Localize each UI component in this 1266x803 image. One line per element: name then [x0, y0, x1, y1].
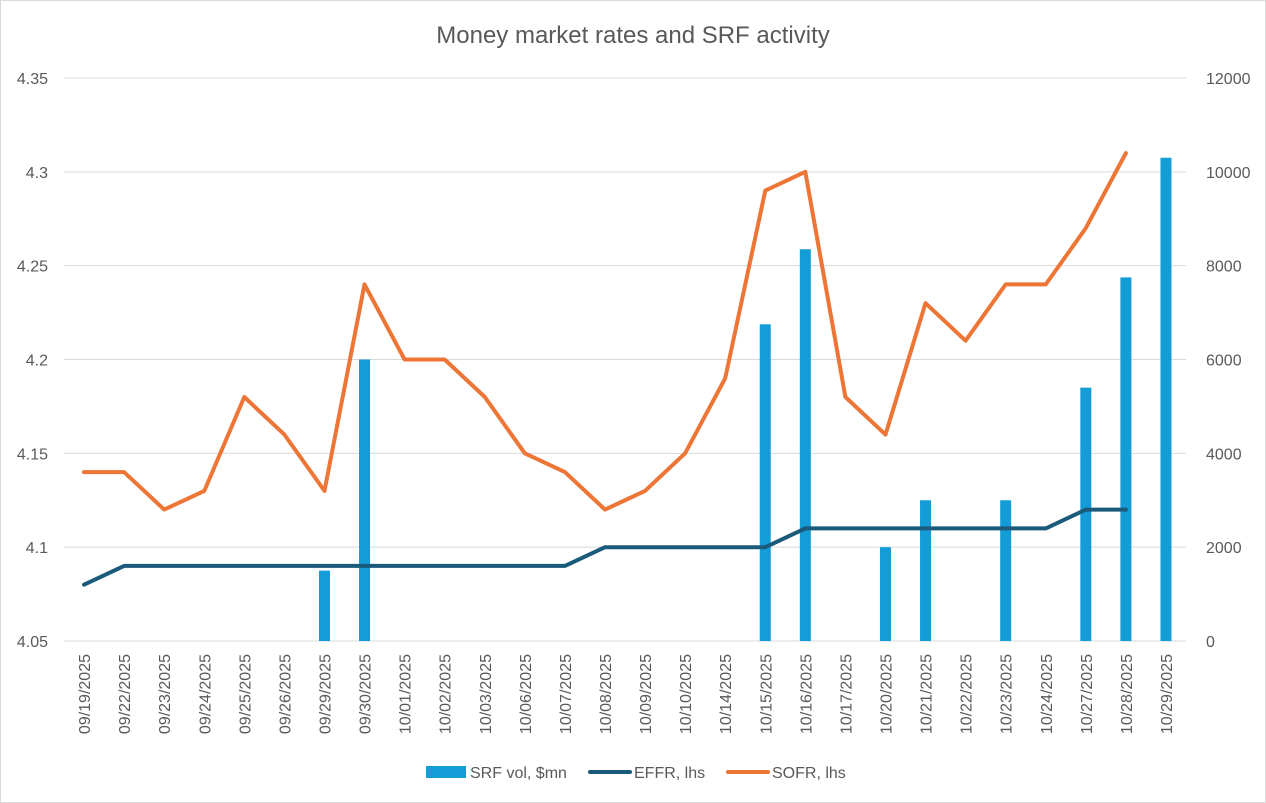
left-tick-label: 4.25	[17, 259, 48, 276]
srf-bar	[1120, 277, 1132, 641]
x-tick-label: 09/22/2025	[117, 654, 134, 734]
x-tick-label: 10/02/2025	[438, 654, 455, 734]
x-tick-label: 10/22/2025	[959, 654, 976, 734]
srf-bar	[879, 547, 891, 641]
x-tick-label: 10/14/2025	[718, 654, 735, 734]
x-tick-label: 10/01/2025	[398, 654, 415, 734]
x-axis-ticks: 09/19/2025 09/22/2025 09/23/2025 09/24/2025…	[77, 654, 1176, 734]
gridlines	[64, 77, 1186, 642]
srf-bar	[1080, 387, 1092, 641]
x-tick-label: 10/07/2025	[558, 654, 575, 734]
left-tick-label: 4.2	[26, 353, 48, 370]
legend-label: EFFR, lhs	[634, 765, 705, 782]
right-tick-label: 2000	[1206, 540, 1242, 557]
x-tick-label: 09/23/2025	[157, 654, 174, 734]
x-tick-label: 10/21/2025	[919, 654, 936, 734]
rate-lines	[82, 151, 1128, 587]
x-tick-label: 10/20/2025	[878, 654, 895, 734]
x-tick-label: 10/16/2025	[798, 654, 815, 734]
srf-bar	[920, 500, 932, 641]
srf-bar	[759, 324, 771, 641]
x-tick-label: 10/28/2025	[1119, 654, 1136, 734]
left-tick-label: 4.35	[17, 71, 48, 88]
left-tick-label: 4.3	[26, 165, 48, 182]
right-tick-label: 12000	[1206, 71, 1251, 88]
srf-bar	[1160, 157, 1172, 641]
x-tick-label: 09/29/2025	[317, 654, 334, 734]
x-tick-label: 09/25/2025	[237, 654, 254, 734]
x-tick-label: 10/09/2025	[638, 654, 655, 734]
legend-swatch-bar	[426, 766, 466, 778]
x-tick-label: 10/10/2025	[678, 654, 695, 734]
srf-bar	[799, 249, 811, 641]
sofr-line	[82, 151, 1128, 512]
x-tick-label: 09/26/2025	[277, 654, 294, 734]
x-tick-label: 10/15/2025	[758, 654, 775, 734]
x-tick-label: 10/29/2025	[1159, 654, 1176, 734]
left-axis-ticks: 4.05 4.1 4.15 4.2 4.25 4.3 4.35	[17, 71, 48, 651]
srf-bar	[359, 359, 371, 641]
x-tick-label: 10/23/2025	[999, 654, 1016, 734]
x-tick-label: 09/24/2025	[197, 654, 214, 734]
effr-line	[82, 507, 1128, 587]
right-tick-label: 8000	[1206, 259, 1242, 276]
x-tick-label: 10/24/2025	[1039, 654, 1056, 734]
x-tick-label: 10/06/2025	[518, 654, 535, 734]
x-tick-label: 09/30/2025	[358, 654, 375, 734]
x-tick-label: 10/08/2025	[598, 654, 615, 734]
left-tick-label: 4.15	[17, 446, 48, 463]
right-tick-label: 0	[1206, 634, 1215, 651]
left-tick-label: 4.1	[26, 540, 48, 557]
right-tick-label: 10000	[1206, 165, 1251, 182]
x-tick-label: 09/19/2025	[77, 654, 94, 734]
right-tick-label: 4000	[1206, 446, 1242, 463]
right-tick-label: 6000	[1206, 353, 1242, 370]
right-axis-ticks: 0 2000 4000 6000 8000 10000 12000	[1206, 71, 1251, 651]
srf-bar	[1000, 500, 1012, 641]
srf-bar	[318, 570, 330, 641]
chart-title: Money market rates and SRF activity	[436, 22, 829, 49]
x-tick-label: 10/17/2025	[838, 654, 855, 734]
left-tick-label: 4.05	[17, 634, 48, 651]
x-tick-label: 10/27/2025	[1079, 654, 1096, 734]
legend-label: SOFR, lhs	[772, 765, 846, 782]
legend-label: SRF vol, $mn	[470, 765, 567, 782]
srf-bars	[318, 157, 1172, 641]
x-tick-label: 10/03/2025	[478, 654, 495, 734]
legend: SRF vol, $mn EFFR, lhs SOFR, lhs	[426, 765, 846, 782]
